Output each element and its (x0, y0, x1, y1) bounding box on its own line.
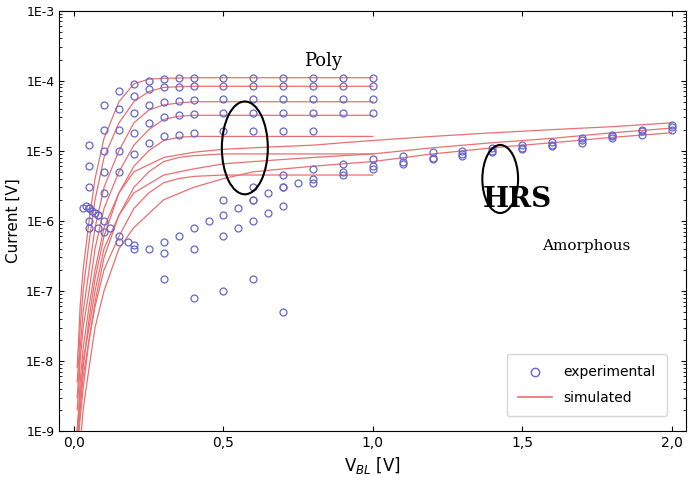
Y-axis label: Current [V]: Current [V] (6, 178, 21, 263)
Text: HRS: HRS (482, 186, 552, 213)
Text: Poly: Poly (304, 52, 342, 70)
Text: Amorphous: Amorphous (542, 239, 630, 253)
Legend: experimental, simulated: experimental, simulated (507, 354, 667, 415)
X-axis label: V$_{BL}$ [V]: V$_{BL}$ [V] (345, 455, 401, 476)
